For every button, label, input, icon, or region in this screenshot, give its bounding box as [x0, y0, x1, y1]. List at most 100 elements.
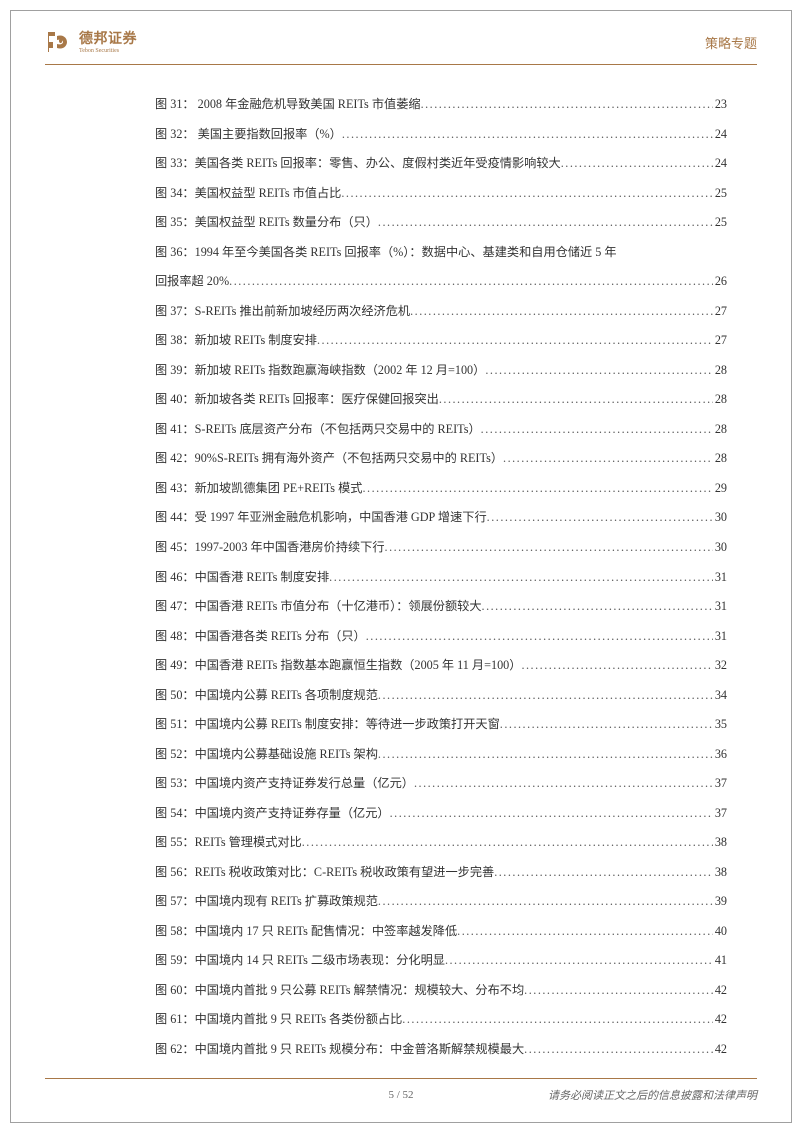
toc-leader-dots — [390, 799, 713, 829]
toc-label: 图 36：1994 年至今美国各类 REITs 回报率（%）：数据中心、基建类和… — [155, 238, 617, 268]
toc-leader-dots — [342, 120, 713, 150]
toc-leader-dots — [302, 828, 713, 858]
toc-label: 图 59：中国境内 14 只 REITs 二级市场表现：分化明显 — [155, 946, 445, 976]
toc-label: 图 46：中国香港 REITs 制度安排 — [155, 563, 329, 593]
toc-page-number: 25 — [713, 208, 727, 238]
toc-label: 图 41：S-REITs 底层资产分布（不包括两只交易中的 REITs） — [155, 415, 481, 445]
page-footer: 5 / 52 请务必阅读正文之后的信息披露和法律声明 — [45, 1078, 757, 1103]
toc-entry: 图 35：美国权益型 REITs 数量分布（只） 25 — [155, 208, 727, 238]
logo-text-block: 德邦证券 Tebon Securities — [79, 28, 137, 54]
toc-label: 图 62：中国境内首批 9 只 REITs 规模分布：中金普洛斯解禁规模最大 — [155, 1035, 524, 1065]
toc-leader-dots — [329, 563, 713, 593]
toc-content: 图 31： 2008 年金融危机导致美国 REITs 市值萎缩23图 32： 美… — [155, 90, 727, 1065]
toc-entry: 图 36：1994 年至今美国各类 REITs 回报率（%）：数据中心、基建类和… — [155, 238, 727, 268]
toc-entry: 图 47：中国香港 REITs 市值分布（十亿港币）：领展份额较大 31 — [155, 592, 727, 622]
toc-page-number: 31 — [713, 592, 727, 622]
toc-label: 图 38：新加坡 REITs 制度安排 — [155, 326, 317, 356]
toc-label: 图 53：中国境内资产支持证券发行总量（亿元） — [155, 769, 414, 799]
toc-page-number: 32 — [713, 651, 727, 681]
toc-leader-dots — [481, 415, 713, 445]
company-logo-icon — [45, 28, 73, 56]
toc-label: 图 35：美国权益型 REITs 数量分布（只） — [155, 208, 378, 238]
toc-leader-dots — [362, 474, 712, 504]
toc-entry: 图 38：新加坡 REITs 制度安排 27 — [155, 326, 727, 356]
toc-label: 图 49：中国香港 REITs 指数基本跑赢恒生指数（2005 年 11 月=1… — [155, 651, 521, 681]
toc-label: 图 50：中国境内公募 REITs 各项制度规范 — [155, 681, 378, 711]
toc-label: 图 58：中国境内 17 只 REITs 配售情况：中签率越发降低 — [155, 917, 457, 947]
toc-leader-dots — [378, 887, 713, 917]
toc-page-number: 28 — [713, 444, 727, 474]
toc-entry: 图 39：新加坡 REITs 指数跑赢海峡指数（2002 年 12 月=100）… — [155, 356, 727, 386]
toc-leader-dots — [366, 622, 713, 652]
toc-entry: 图 41：S-REITs 底层资产分布（不包括两只交易中的 REITs）28 — [155, 415, 727, 445]
toc-entry: 图 61：中国境内首批 9 只 REITs 各类份额占比42 — [155, 1005, 727, 1035]
toc-page-number: 42 — [713, 976, 727, 1006]
toc-entry: 图 46：中国香港 REITs 制度安排 31 — [155, 563, 727, 593]
toc-entry: 图 32： 美国主要指数回报率（%）24 — [155, 120, 727, 150]
toc-leader-dots — [402, 1005, 713, 1035]
toc-page-number: 41 — [713, 946, 727, 976]
toc-label: 图 45：1997-2003 年中国香港房价持续下行 — [155, 533, 385, 563]
toc-label: 图 31： 2008 年金融危机导致美国 REITs 市值萎缩 — [155, 90, 421, 120]
toc-entry: 图 34：美国权益型 REITs 市值占比25 — [155, 179, 727, 209]
toc-page-number: 35 — [713, 710, 727, 740]
toc-label: 图 54：中国境内资产支持证券存量（亿元） — [155, 799, 390, 829]
toc-label: 图 42：90%S-REITs 拥有海外资产（不包括两只交易中的 REITs） — [155, 444, 503, 474]
toc-page-number: 34 — [713, 681, 727, 711]
toc-leader-dots — [524, 1035, 713, 1065]
toc-page-number: 42 — [713, 1035, 727, 1065]
toc-page-number: 24 — [713, 149, 727, 179]
toc-label: 图 34：美国权益型 REITs 市值占比 — [155, 179, 341, 209]
toc-leader-dots — [421, 90, 713, 120]
company-name-en: Tebon Securities — [79, 48, 137, 54]
toc-entry: 图 40：新加坡各类 REITs 回报率：医疗保健回报突出 28 — [155, 385, 727, 415]
toc-label: 图 47：中国香港 REITs 市值分布（十亿港币）：领展份额较大 — [155, 592, 482, 622]
toc-leader-dots — [445, 946, 713, 976]
toc-label: 图 57：中国境内现有 REITs 扩募政策规范 — [155, 887, 378, 917]
toc-entry: 回报率超 20% 26 — [155, 267, 727, 297]
toc-label: 图 44：受 1997 年亚洲金融危机影响，中国香港 GDP 增速下行 — [155, 503, 487, 533]
toc-leader-dots — [485, 356, 712, 386]
toc-leader-dots — [521, 651, 712, 681]
page-current: 5 — [388, 1089, 394, 1101]
toc-entry: 图 54：中国境内资产支持证券存量（亿元） 37 — [155, 799, 727, 829]
toc-label: 图 33：美国各类 REITs 回报率：零售、办公、度假村类近年受疫情影响较大 — [155, 149, 561, 179]
toc-page-number: 37 — [713, 799, 727, 829]
page-number: 5 / 52 — [282, 1089, 519, 1101]
toc-page-number: 28 — [713, 385, 727, 415]
toc-page-number: 30 — [713, 533, 727, 563]
toc-leader-dots — [229, 267, 713, 297]
toc-page-number: 27 — [713, 326, 727, 356]
toc-entry: 图 53：中国境内资产支持证券发行总量（亿元）37 — [155, 769, 727, 799]
toc-page-number: 40 — [713, 917, 727, 947]
toc-entry: 图 31： 2008 年金融危机导致美国 REITs 市值萎缩23 — [155, 90, 727, 120]
toc-leader-dots — [487, 503, 713, 533]
section-label: 策略专题 — [705, 33, 757, 52]
toc-label: 图 51：中国境内公募 REITs 制度安排：等待进一步政策打开天窗 — [155, 710, 500, 740]
toc-page-number: 31 — [713, 563, 727, 593]
toc-label: 图 40：新加坡各类 REITs 回报率：医疗保健回报突出 — [155, 385, 439, 415]
toc-page-number: 28 — [713, 356, 727, 386]
toc-leader-dots — [500, 710, 713, 740]
toc-leader-dots — [378, 681, 713, 711]
toc-entry: 图 37：S-REITs 推出前新加坡经历两次经济危机27 — [155, 297, 727, 327]
toc-page-number: 27 — [713, 297, 727, 327]
toc-page-number: 39 — [713, 887, 727, 917]
toc-entry: 图 56：REITs 税收政策对比：C-REITs 税收政策有望进一步完善38 — [155, 858, 727, 888]
toc-page-number: 26 — [713, 267, 727, 297]
company-logo-area: 德邦证券 Tebon Securities — [45, 28, 137, 56]
toc-entry: 图 43：新加坡凯德集团 PE+REITs 模式29 — [155, 474, 727, 504]
toc-entry: 图 44：受 1997 年亚洲金融危机影响，中国香港 GDP 增速下行30 — [155, 503, 727, 533]
toc-label: 图 52：中国境内公募基础设施 REITs 架构 — [155, 740, 378, 770]
company-name: 德邦证券 — [79, 28, 137, 48]
toc-label: 回报率超 20% — [155, 267, 229, 297]
toc-leader-dots — [378, 740, 713, 770]
toc-entry: 图 33：美国各类 REITs 回报率：零售、办公、度假村类近年受疫情影响较大 2… — [155, 149, 727, 179]
toc-label: 图 61：中国境内首批 9 只 REITs 各类份额占比 — [155, 1005, 402, 1035]
toc-leader-dots — [410, 297, 713, 327]
toc-entry: 图 60：中国境内首批 9 只公募 REITs 解禁情况：规模较大、分布不均42 — [155, 976, 727, 1006]
toc-entry: 图 58：中国境内 17 只 REITs 配售情况：中签率越发降低 40 — [155, 917, 727, 947]
toc-leader-dots — [561, 149, 713, 179]
toc-label: 图 55：REITs 管理模式对比 — [155, 828, 302, 858]
toc-leader-dots — [524, 976, 713, 1006]
